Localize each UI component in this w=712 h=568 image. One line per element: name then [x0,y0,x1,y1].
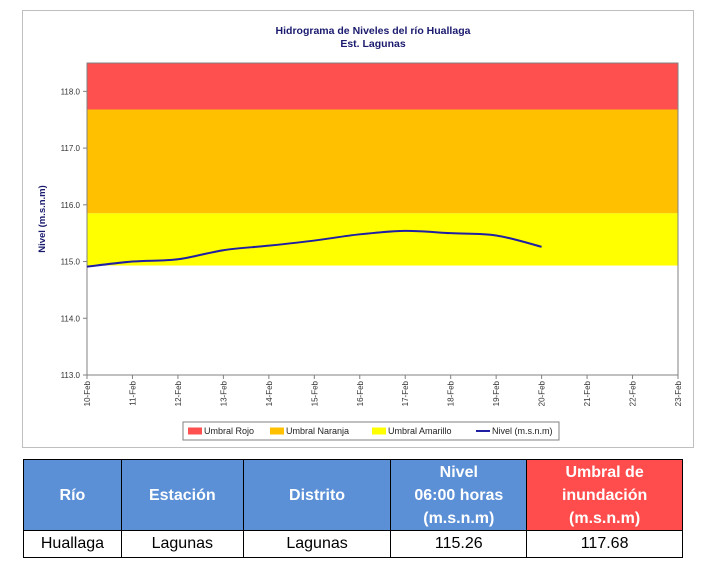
x-tick-label-11: 21-Feb [583,380,592,406]
threshold-bands [87,63,678,266]
x-tick-label-10: 20-Feb [538,380,547,406]
chart-legend: Umbral Rojo Umbral Naranja Umbral Amarillo… [182,421,560,441]
legend-swatch-0 [188,427,202,435]
y-tick-label-2: 115.0 [61,258,81,267]
band-1 [87,109,678,214]
y-tick-label-4: 117.0 [61,144,81,153]
x-tick-label-2: 12-Feb [174,380,183,406]
cell-rio: Huallaga [23,530,122,558]
header-nivel-line3: (m.s.n.m) [423,509,495,527]
x-tick-label-5: 15-Feb [310,380,319,406]
header-estacion: Estación [120,459,244,531]
y-axis: 113.0 114.0 115.0 116.0 117.0 118.0 [61,87,87,380]
y-tick-label-1: 114.0 [61,314,81,323]
plot-border [86,62,679,376]
hydrograph-chart: Hidrograma de Niveles del río Huallaga E… [37,25,683,441]
cell-nivel: 115.26 [390,530,528,558]
x-tick-label-4: 14-Feb [265,380,274,406]
header-nivel-line2: 06:00 horas [414,486,504,504]
header-umbral-line2: inundación [561,486,648,504]
series-layer [86,229,542,268]
legend-label-0: Umbral Rojo [204,426,254,436]
x-tick-label-7: 17-Feb [401,380,410,406]
chart-title: Hidrograma de Niveles del río Huallaga [276,25,471,37]
header-nivel: Nivel 06:00 horas (m.s.n.m) [390,459,528,531]
cell-distrito: Lagunas [242,530,392,558]
x-tick-label-13: 23-Feb [674,380,683,406]
chart-subtitle: Est. Lagunas [340,38,406,50]
legend-swatch-1 [270,427,284,435]
y-tick-label-0: 113.0 [61,371,81,380]
legend-label-2: Umbral Amarillo [388,426,452,436]
header-umbral: Umbral de inundación (m.s.n.m) [526,459,683,531]
x-tick-label-1: 11-Feb [128,380,137,405]
cell-estacion: Lagunas [120,530,244,558]
x-tick-label-12: 22-Feb [629,380,638,406]
plot-area [86,62,679,376]
x-tick-label-3: 13-Feb [219,380,228,406]
legend-label-3: Nivel (m.s.n.m) [492,426,553,436]
band-2 [87,213,678,266]
header-rio: Río [23,459,122,531]
table-row: Huallaga Lagunas Lagunas 115.26 117.68 [23,530,683,558]
header-distrito: Distrito [242,459,392,531]
y-tick-label-5: 118.0 [61,87,81,96]
table-header-row: Río Estación Distrito Nivel 06:00 horas … [23,459,683,531]
x-tick-label-6: 16-Feb [356,380,365,406]
legend-swatch-2 [372,427,386,435]
header-umbral-line3: (m.s.n.m) [569,509,641,527]
x-tick-label-8: 18-Feb [447,380,456,406]
station-info-table: Río Estación Distrito Nivel 06:00 horas … [23,459,683,558]
legend-label-1: Umbral Naranja [286,426,349,436]
chart-frame: Hidrograma de Niveles del río Huallaga E… [22,10,694,448]
y-tick-label-3: 116.0 [61,201,81,210]
header-nivel-line1: Nivel [439,463,478,481]
y-axis-title: Nivel (m.s.n.m) [37,185,48,253]
cell-umbral: 117.68 [526,530,683,558]
header-umbral-line1: Umbral de [565,463,644,481]
band-0 [87,63,678,110]
legend-box [182,421,560,441]
x-tick-label-0: 10-Feb [83,380,92,406]
x-tick-label-9: 19-Feb [492,380,501,406]
x-axis: 10-Feb 11-Feb 12-Feb 13-Feb 14-Feb 15-Feb 16-F… [83,375,683,406]
